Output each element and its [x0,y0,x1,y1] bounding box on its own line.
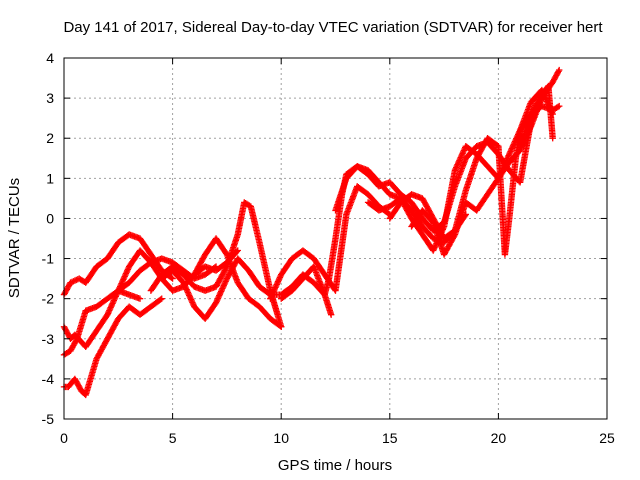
x-tick-label: 10 [273,430,289,446]
x-axis-label: GPS time / hours [278,457,392,474]
y-tick-label: -2 [42,291,55,307]
y-tick-label: 1 [46,170,54,186]
data-point [68,278,76,286]
data-point [71,277,79,284]
data-point [136,295,144,302]
data-point [327,311,335,318]
y-tick-label: 2 [46,130,54,146]
x-tick-label: 0 [60,430,68,446]
data-point [70,278,77,285]
y-tick-label: 4 [46,50,54,66]
data-point [168,274,175,281]
x-tick-label: 5 [169,430,177,446]
y-tick-label: -5 [42,411,55,427]
y-axis-label: SDTVAR / TECUs [6,178,23,298]
axis-ticks: 0 5 10 15 20 25 -5 -4 -3 -2 -1 0 1 2 3 4 [42,50,615,446]
y-tick-label: 0 [46,210,54,226]
data-point [278,323,285,330]
data-point [549,135,556,142]
x-tick-label: 25 [599,430,615,446]
chart-title: Day 141 of 2017, Sidereal Day-to-day VTE… [63,19,603,36]
data-point [234,247,241,254]
x-tick-label: 20 [491,430,507,446]
data-point [554,103,562,111]
y-tick-label: -4 [42,371,55,387]
data-point [158,295,165,302]
data-point [276,322,284,330]
data-point [555,68,562,75]
y-tick-label: -3 [42,331,55,347]
data-point [556,66,563,74]
data-point [451,232,458,240]
data-point [556,102,563,110]
plot-frame [63,57,608,420]
data-point [169,275,176,282]
data-point [222,264,230,272]
data-point [67,279,74,286]
y-tick-label: 3 [46,90,54,106]
x-tick-label: 15 [382,430,398,446]
data-point [157,296,164,303]
data-points [60,66,563,399]
y-tick-label: -1 [42,251,55,267]
